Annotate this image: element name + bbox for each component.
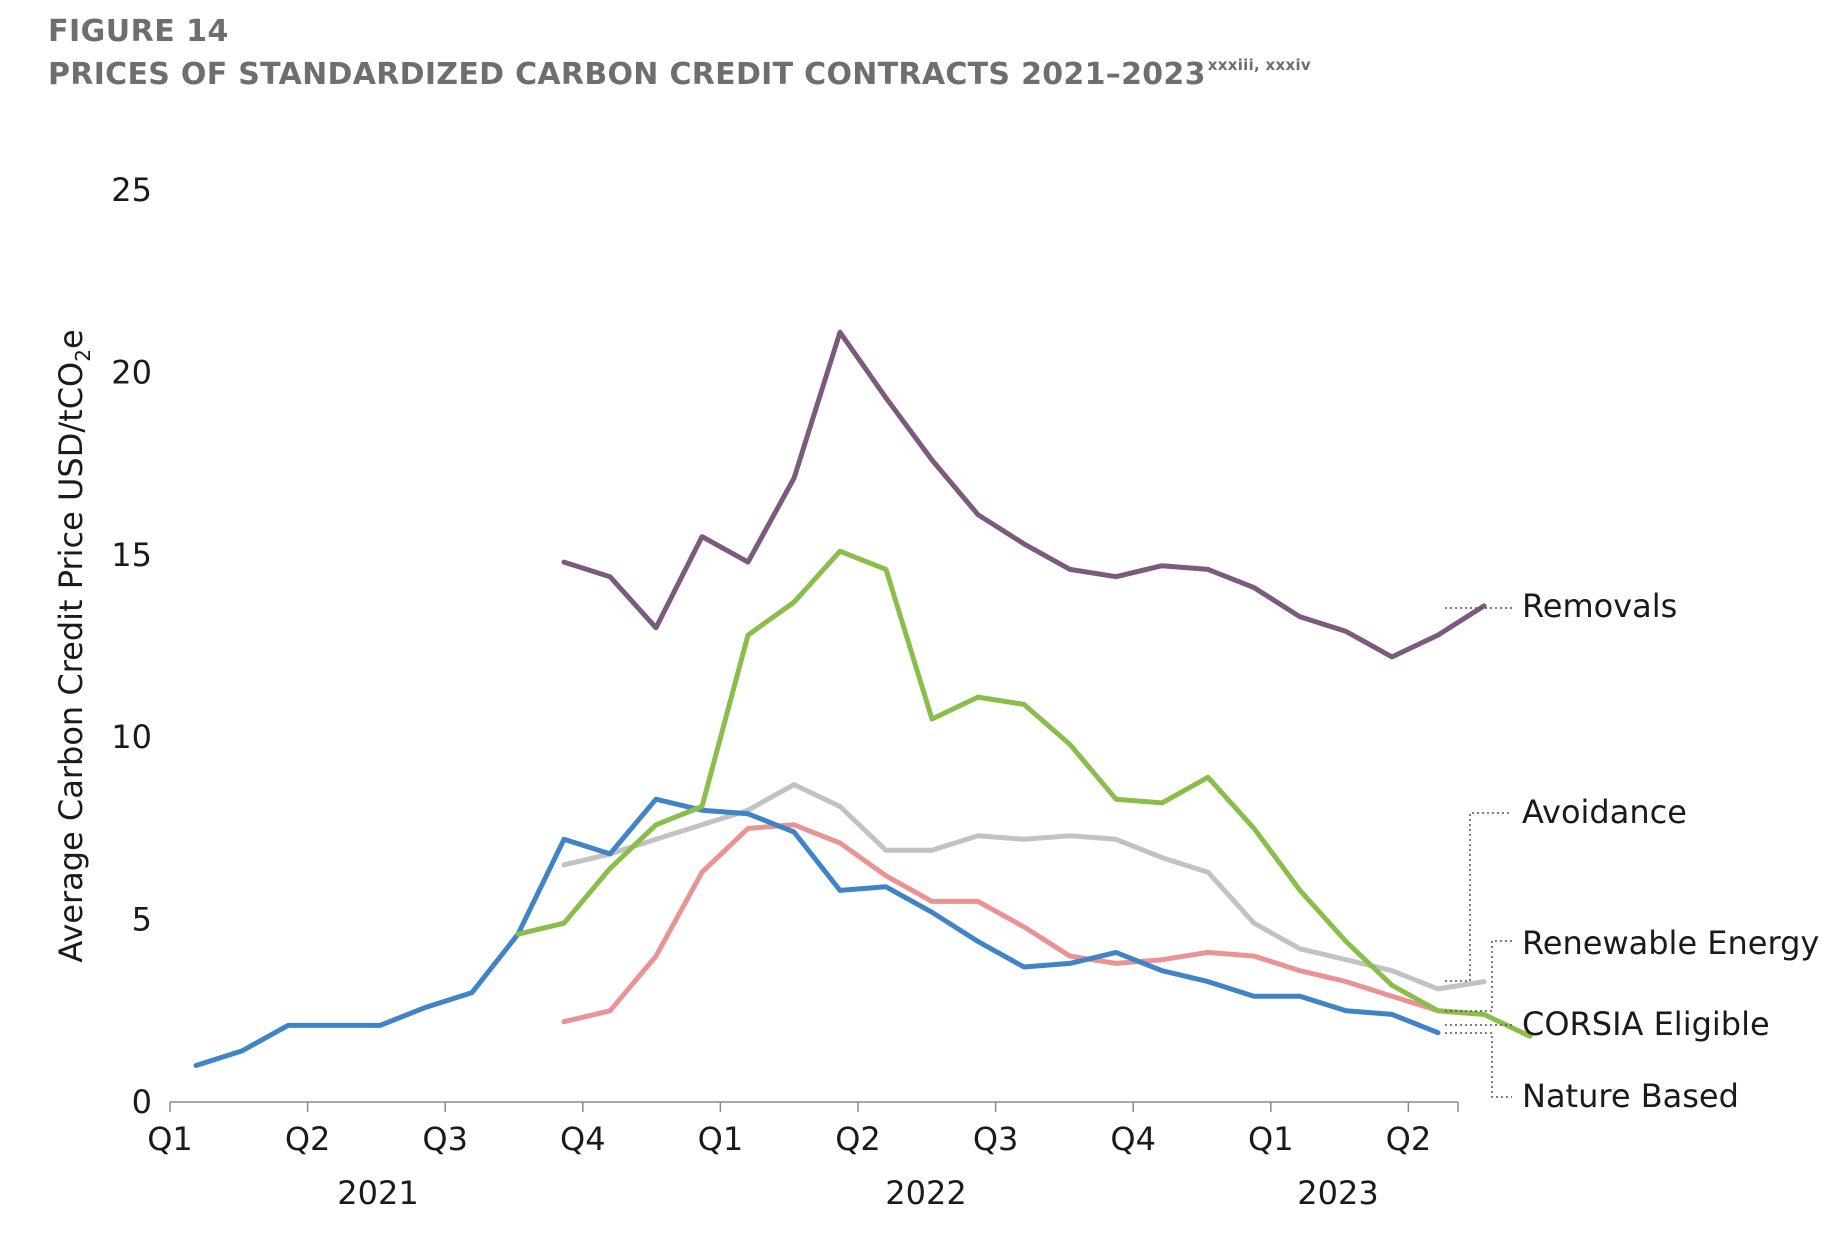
chart-legend: Removals Avoidance Renewable Energy CORSIA … (1445, 587, 1819, 1115)
x-tick-label-quarter: Q1 (147, 1120, 193, 1158)
x-tick-label-year: 2021 (337, 1174, 418, 1212)
figure-title-text: PRICES OF STANDARDIZED CARBON CREDIT CON… (48, 57, 1206, 92)
x-tick-label-year: 2022 (885, 1174, 966, 1212)
x-tick-label-quarter: Q3 (973, 1120, 1019, 1158)
x-tick-label-quarter: Q2 (1386, 1120, 1432, 1158)
x-tick-label-quarter: Q1 (1248, 1120, 1294, 1158)
legend-leader-renewable-energy (1445, 940, 1512, 1012)
series-line-removals (561, 329, 1487, 660)
x-tick-label-quarter: Q3 (422, 1120, 468, 1158)
y-tick-label: 25 (111, 171, 152, 209)
x-tick-label-year: 2023 (1297, 1174, 1378, 1212)
figure-title-refs: xxxiii, xxxiv (1207, 56, 1311, 74)
legend-label-nature-based: Nature Based (1522, 1077, 1739, 1115)
x-tick-label-quarter: Q4 (1110, 1120, 1156, 1158)
x-tick-label-quarter: Q4 (560, 1120, 606, 1158)
y-tick-label: 5 (132, 901, 152, 939)
legend-label-renewable-energy: Renewable Energy (1522, 924, 1819, 962)
chart-axes: 0 5 10 15 20 25 Average Carbon Credit Price US… (52, 171, 1459, 1212)
y-tick-label: 20 (111, 353, 152, 391)
series-line-nature-based (515, 548, 1533, 1039)
x-tick-label-quarter: Q2 (835, 1120, 881, 1158)
series-line-avoidance (561, 782, 1487, 992)
figure-label: FIGURE 14 (48, 14, 229, 49)
legend-leader-nature-based (1445, 1032, 1512, 1098)
legend-label-avoidance: Avoidance (1522, 793, 1687, 831)
y-tick-label: 0 (132, 1083, 152, 1121)
legend-label-removals: Removals (1522, 587, 1677, 625)
y-tick-label: 10 (111, 718, 152, 756)
chart-series (193, 329, 1533, 1068)
figure-title: PRICES OF STANDARDIZED CARBON CREDIT CON… (48, 56, 1311, 92)
y-tick-label: 15 (111, 536, 152, 574)
x-tick-label-quarter: Q1 (698, 1120, 744, 1158)
x-tick-label-quarter: Q2 (285, 1120, 331, 1158)
y-axis-label: Average Carbon Credit Price USD/tCO2e (52, 329, 95, 962)
series-line-corsia-eligible (193, 796, 1441, 1068)
legend-leader-avoidance (1445, 812, 1512, 982)
series-line-renewable-energy (561, 822, 1487, 1025)
legend-label-corsia-eligible: CORSIA Eligible (1522, 1005, 1770, 1043)
